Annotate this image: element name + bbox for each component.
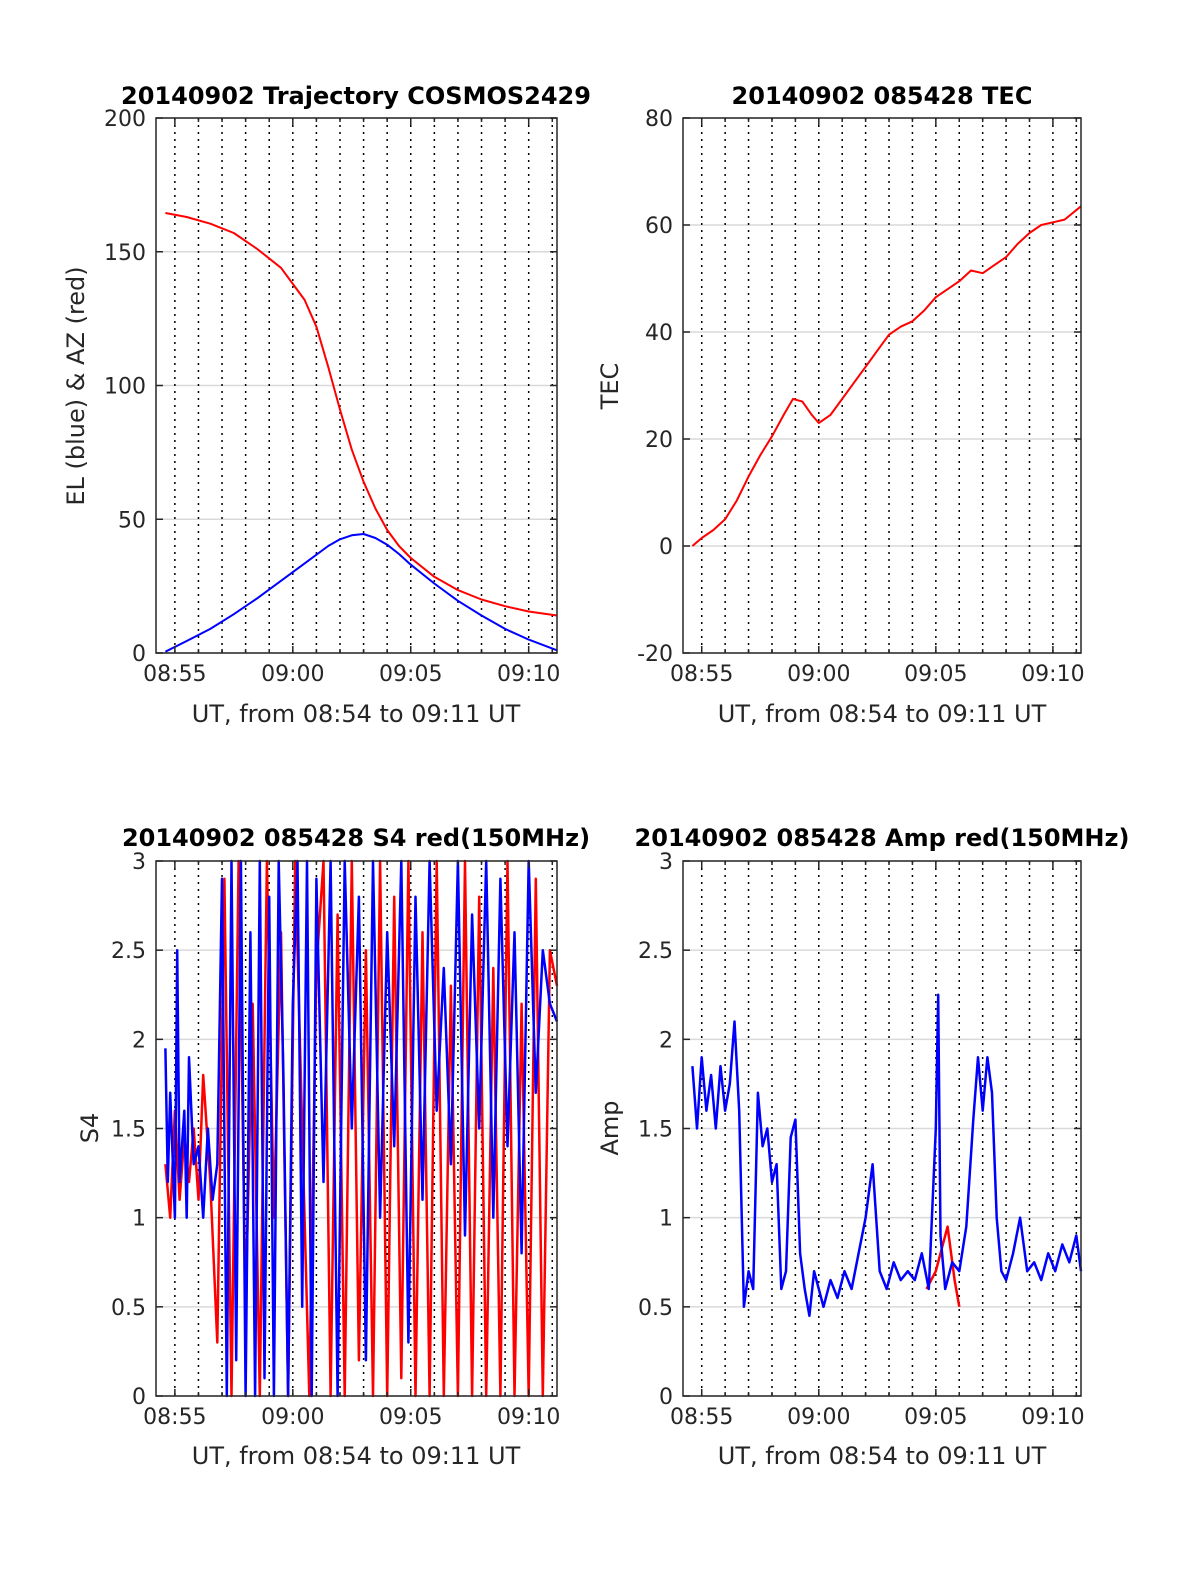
amp-x-tick-label: 09:05 [904, 1405, 967, 1430]
trajectory-x-tick-label: 09:10 [497, 662, 560, 687]
trajectory-title: 20140902 Trajectory COSMOS2429 [121, 82, 591, 110]
s4-y-label: S4 [76, 1113, 104, 1144]
tec-y-label: TEC [596, 363, 624, 411]
amp-x-tick-label: 08:55 [670, 1405, 733, 1430]
s4-x-tick-label: 09:00 [261, 1405, 324, 1430]
tec-y-tick-label: -20 [637, 642, 673, 667]
tec-y-tick-label: 0 [659, 535, 673, 560]
trajectory-y-tick-label: 100 [104, 375, 146, 400]
trajectory-series-blue [164, 533, 558, 653]
amp-y-tick-label: 1 [659, 1207, 673, 1232]
s4-y-tick-label: 0 [132, 1385, 146, 1410]
amp-x-tick-label: 09:10 [1021, 1405, 1084, 1430]
s4-title: 20140902 085428 S4 red(150MHz) [122, 824, 590, 852]
tec-axes-box [682, 117, 1082, 654]
trajectory-panel: 20140902 Trajectory COSMOS2429 UT, from … [62, 82, 591, 728]
amp-series-red [925, 1225, 961, 1308]
s4-y-tick-label: 2.5 [111, 939, 146, 964]
tec-panel: 20140902 085428 TEC UT, from 08:54 to 09… [596, 82, 1085, 728]
trajectory-y-tick-label: 50 [118, 508, 146, 533]
trajectory-y-tick-label: 0 [132, 642, 146, 667]
trajectory-y-tick-label: 200 [104, 107, 146, 132]
tec-y-tick-label: 80 [645, 107, 673, 132]
s4-y-tick-label: 0.5 [111, 1296, 146, 1321]
s4-y-tick-label: 1 [132, 1207, 146, 1232]
s4-y-tick-label: 1.5 [111, 1118, 146, 1143]
trajectory-y-tick-label: 150 [104, 241, 146, 266]
s4-x-tick-label: 09:05 [379, 1405, 442, 1430]
amp-y-label: Amp [596, 1100, 624, 1155]
tec-series-red [691, 205, 1082, 547]
amp-series-blue [691, 993, 1083, 1318]
tec-x-tick-label: 08:55 [670, 662, 733, 687]
s4-x-tick-label: 09:10 [497, 1405, 560, 1430]
tec-x-tick-label: 09:00 [787, 662, 850, 687]
trajectory-x-tick-label: 09:05 [379, 662, 442, 687]
trajectory-series-red [165, 212, 558, 617]
trajectory-x-tick-label: 08:55 [143, 662, 206, 687]
trajectory-x-tick-label: 09:00 [261, 662, 324, 687]
amp-y-tick-label: 3 [659, 850, 673, 875]
s4-series-blue [164, 859, 559, 1398]
tec-x-tick-label: 09:05 [904, 662, 967, 687]
tec-title: 20140902 085428 TEC [732, 82, 1033, 110]
tec-x-label: UT, from 08:54 to 09:11 UT [718, 700, 1047, 728]
amp-panel: 20140902 085428 Amp red(150MHz) UT, from… [596, 824, 1129, 1470]
trajectory-y-label: EL (blue) & AZ (red) [62, 266, 90, 505]
amp-y-tick-label: 0.5 [638, 1296, 673, 1321]
s4-y-tick-label: 2 [132, 1028, 146, 1053]
s4-x-tick-label: 08:55 [143, 1405, 206, 1430]
trajectory-x-label: UT, from 08:54 to 09:11 UT [192, 700, 521, 728]
amp-x-label: UT, from 08:54 to 09:11 UT [718, 1442, 1047, 1470]
s4-panel: 20140902 085428 S4 red(150MHz) UT, from … [76, 824, 590, 1470]
amp-y-tick-label: 2.5 [638, 939, 673, 964]
tec-x-tick-label: 09:10 [1021, 662, 1084, 687]
tec-y-tick-label: 60 [645, 214, 673, 239]
tec-y-tick-label: 20 [645, 428, 673, 453]
amp-title: 20140902 085428 Amp red(150MHz) [635, 824, 1130, 852]
amp-x-tick-label: 09:00 [787, 1405, 850, 1430]
s4-x-label: UT, from 08:54 to 09:11 UT [192, 1442, 521, 1470]
amp-y-tick-label: 1.5 [638, 1118, 673, 1143]
s4-y-tick-label: 3 [132, 850, 146, 875]
amp-y-tick-label: 2 [659, 1028, 673, 1053]
amp-y-tick-label: 0 [659, 1385, 673, 1410]
tec-y-tick-label: 40 [645, 321, 673, 346]
